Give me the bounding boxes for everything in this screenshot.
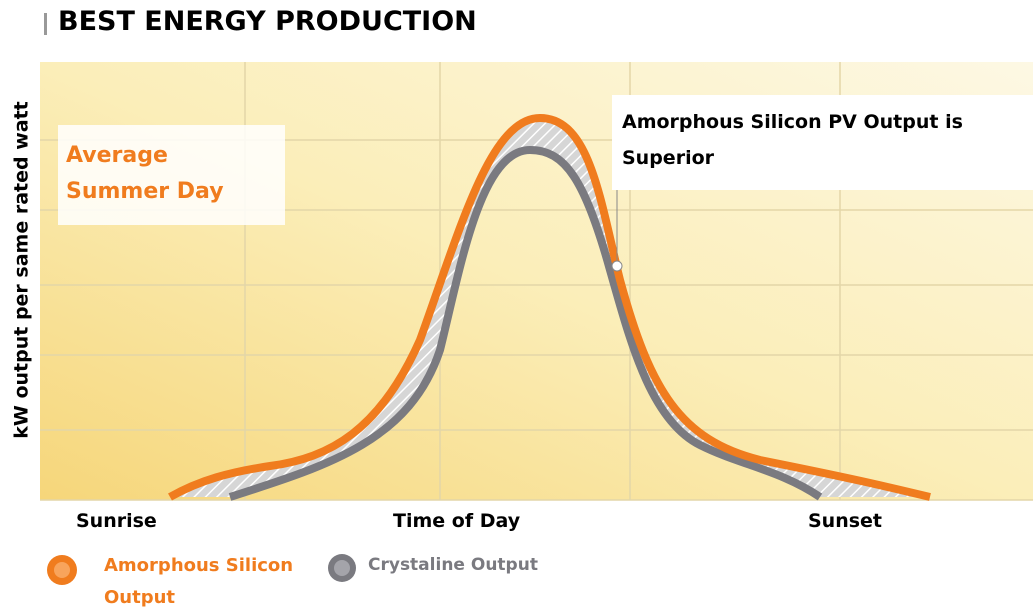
x-label-start: Sunrise xyxy=(76,510,157,532)
amorphous-curve xyxy=(168,113,931,501)
x-label-end: Sunset xyxy=(808,510,883,532)
legend-label: Amorphous Silicon Output xyxy=(104,555,294,608)
legend-swatch-inner xyxy=(54,562,70,578)
y-axis-label: kW output per same rated watt xyxy=(11,101,33,439)
callout-box xyxy=(612,95,1033,190)
crystaline-curve xyxy=(228,145,823,501)
period-box xyxy=(58,125,285,225)
callout-dot xyxy=(611,260,623,272)
legend-label: Crystaline Output xyxy=(368,555,538,575)
callout-note: Amorphous Silicon PV Output is Superior xyxy=(622,111,963,169)
x-axis-title: Time of Day xyxy=(393,510,521,532)
legend-swatch-inner xyxy=(334,560,350,576)
title-marker xyxy=(44,13,47,35)
period-note: Average Summer Day xyxy=(66,143,224,204)
title: BEST ENERGY PRODUCTION xyxy=(58,6,477,37)
